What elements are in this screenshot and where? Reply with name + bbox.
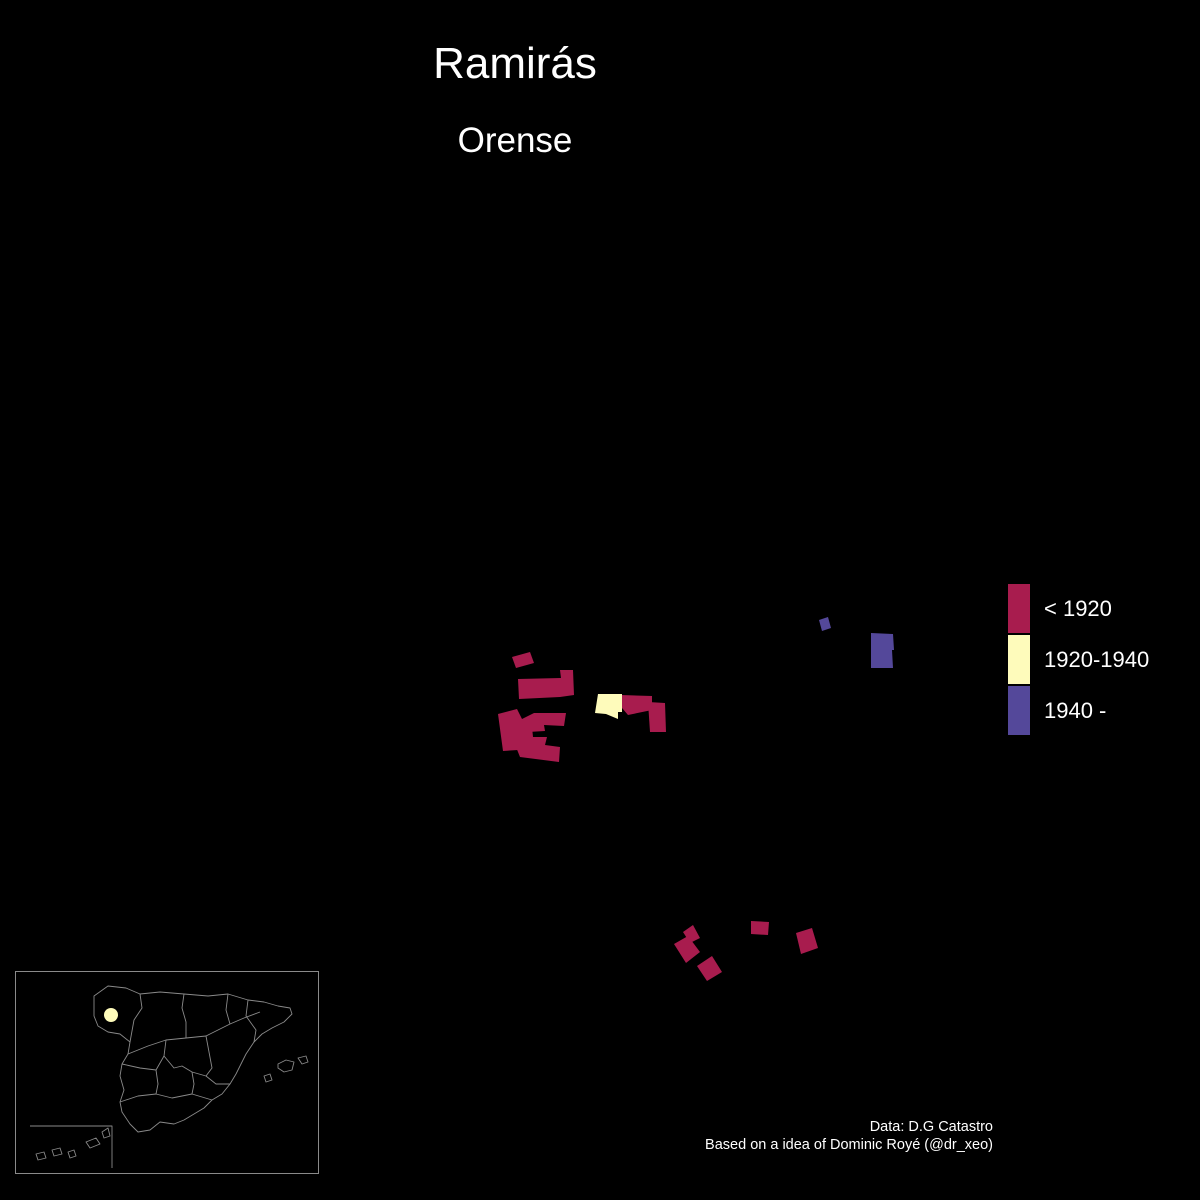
- building-footprint: [595, 694, 622, 719]
- legend-swatch-pre-1920: [1008, 584, 1030, 633]
- credits-data-source: Data: D.G Catastro: [705, 1118, 993, 1136]
- region-border: [128, 1012, 260, 1054]
- balearic-islands: [278, 1060, 294, 1072]
- building-footprint: [819, 617, 831, 631]
- credits: Data: D.G Catastro Based on a idea of Do…: [705, 1118, 993, 1154]
- region-border: [120, 1094, 212, 1102]
- spain-mainland-outline: [94, 986, 292, 1132]
- canary-islands: [36, 1152, 46, 1160]
- credits-inspiration: Based on a idea of Dominic Royé (@dr_xeo…: [705, 1136, 993, 1154]
- building-footprint: [516, 727, 560, 762]
- building-footprint: [518, 670, 574, 699]
- region-border: [164, 1036, 212, 1076]
- balearic-islands: [264, 1074, 272, 1082]
- building-footprint: [751, 921, 769, 935]
- region-border: [206, 1076, 230, 1084]
- canary-inset-frame: [30, 1126, 112, 1168]
- legend-swatch-post-1940: [1008, 686, 1030, 735]
- building-footprint: [648, 702, 666, 732]
- legend-label: < 1920: [1044, 596, 1112, 622]
- legend-swatch-1920-1940: [1008, 635, 1030, 684]
- legend-label: 1920-1940: [1044, 647, 1149, 673]
- balearic-islands: [298, 1056, 308, 1064]
- building-footprint: [512, 652, 534, 668]
- spain-outline-map: [16, 972, 320, 1175]
- building-footprint: [621, 695, 652, 715]
- canary-islands: [52, 1148, 62, 1156]
- location-marker: [104, 1008, 118, 1022]
- region-border: [130, 994, 142, 1042]
- legend-item: 1940 -: [1008, 686, 1178, 737]
- canary-islands: [102, 1128, 110, 1138]
- legend-item: 1920-1940: [1008, 635, 1178, 686]
- region-border: [156, 1070, 158, 1094]
- region-border: [182, 994, 186, 1038]
- building-footprint: [697, 956, 722, 981]
- region-border: [192, 1072, 194, 1094]
- legend-item: < 1920: [1008, 584, 1178, 635]
- region-border: [226, 994, 230, 1024]
- building-footprint: [796, 928, 818, 954]
- canary-islands: [68, 1150, 76, 1158]
- region-border: [122, 1056, 164, 1070]
- legend: < 1920 1920-1940 1940 -: [1008, 584, 1178, 737]
- building-footprint: [871, 633, 894, 668]
- building-footprint: [674, 936, 700, 963]
- canary-islands: [86, 1138, 100, 1148]
- locator-inset-map: [15, 971, 319, 1174]
- legend-label: 1940 -: [1044, 698, 1106, 724]
- region-border: [246, 1000, 256, 1042]
